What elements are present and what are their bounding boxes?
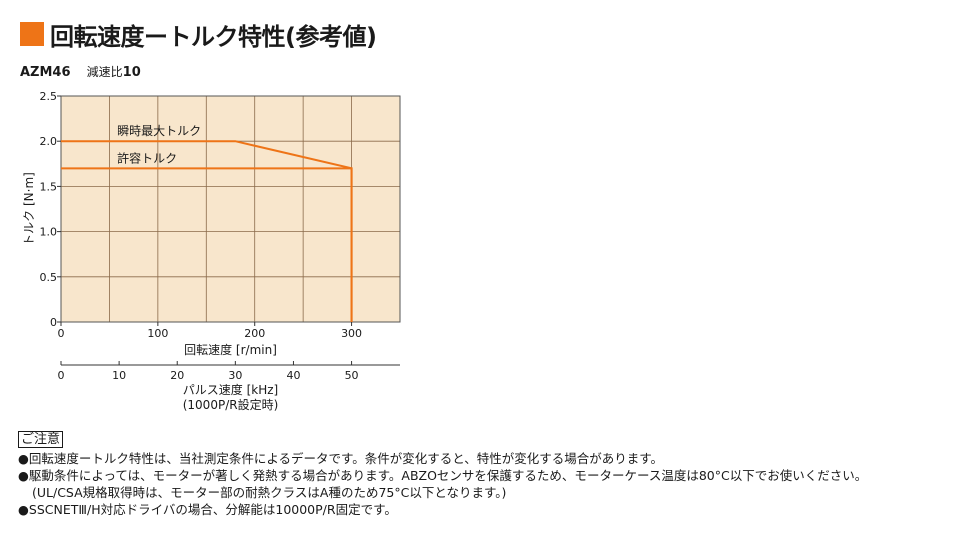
- y-tick-label-5: 2.5: [40, 90, 58, 103]
- page-title: 回転速度ートルク特性(参考値): [50, 22, 377, 51]
- x-tick-label-1: 100: [147, 327, 168, 340]
- ratio-label: 減速比: [86, 65, 123, 79]
- secondary-axis-note: (1000P/R設定時): [183, 397, 279, 412]
- secondary-axis-label: パルス速度 [kHz]: [183, 382, 278, 397]
- secondary-tick-label-5: 50: [345, 369, 359, 382]
- notes-heading: ご注意: [18, 431, 64, 448]
- title-accent-square: [20, 22, 44, 46]
- series-label-0: 瞬時最大トルク: [117, 124, 201, 138]
- model-name: AZM46: [20, 65, 71, 80]
- x-tick-label-3: 300: [341, 327, 362, 340]
- x-tick-label-0: 0: [58, 327, 65, 340]
- chart-subtitle: AZM46 減速比10: [20, 63, 141, 80]
- ratio-value: 10: [122, 65, 141, 80]
- secondary-tick-label-1: 10: [112, 369, 126, 382]
- y-tick-label-1: 0.5: [40, 271, 58, 284]
- y-tick-label-2: 1.0: [40, 226, 58, 239]
- secondary-tick-label-0: 0: [58, 369, 65, 382]
- y-tick-label-3: 1.5: [40, 180, 58, 193]
- note-item-3: (UL/CSA規格取得時は、モーター部の耐熱クラスはA種のため75°C以下となり…: [32, 485, 507, 500]
- plot-background: [61, 96, 400, 322]
- notes-section: ご注意 ●回転速度ートルク特性は、当社測定条件によるデータです。条件が変化すると…: [18, 430, 867, 518]
- x-tick-label-2: 200: [244, 327, 265, 340]
- secondary-tick-label-2: 20: [170, 369, 184, 382]
- plot-frame: [60, 95, 401, 323]
- series-line-1: [61, 167, 353, 322]
- page-title-block: 回転速度ートルク特性(参考値): [20, 18, 377, 51]
- y-tick-label-0: 0: [50, 316, 57, 329]
- y-tick-label-4: 2.0: [40, 135, 58, 148]
- series-label-1: 許容トルク: [117, 150, 177, 165]
- secondary-tick-label-3: 30: [228, 369, 242, 382]
- secondary-tick-label-4: 40: [286, 369, 300, 382]
- note-item-2: ●駆動条件によっては、モーターが著しく発熱する場合があります。ABZOセンサを保…: [18, 468, 868, 483]
- note-item-1: ●回転速度ートルク特性は、当社測定条件によるデータです。条件が変化すると、特性が…: [18, 451, 664, 466]
- x-axis-label: 回転速度 [r/min]: [184, 342, 277, 357]
- note-item-4: ●SSCNETⅢ/H対応ドライバの場合、分解能は10000P/R固定です。: [18, 502, 397, 517]
- y-axis-label: トルク [N·m]: [22, 172, 36, 246]
